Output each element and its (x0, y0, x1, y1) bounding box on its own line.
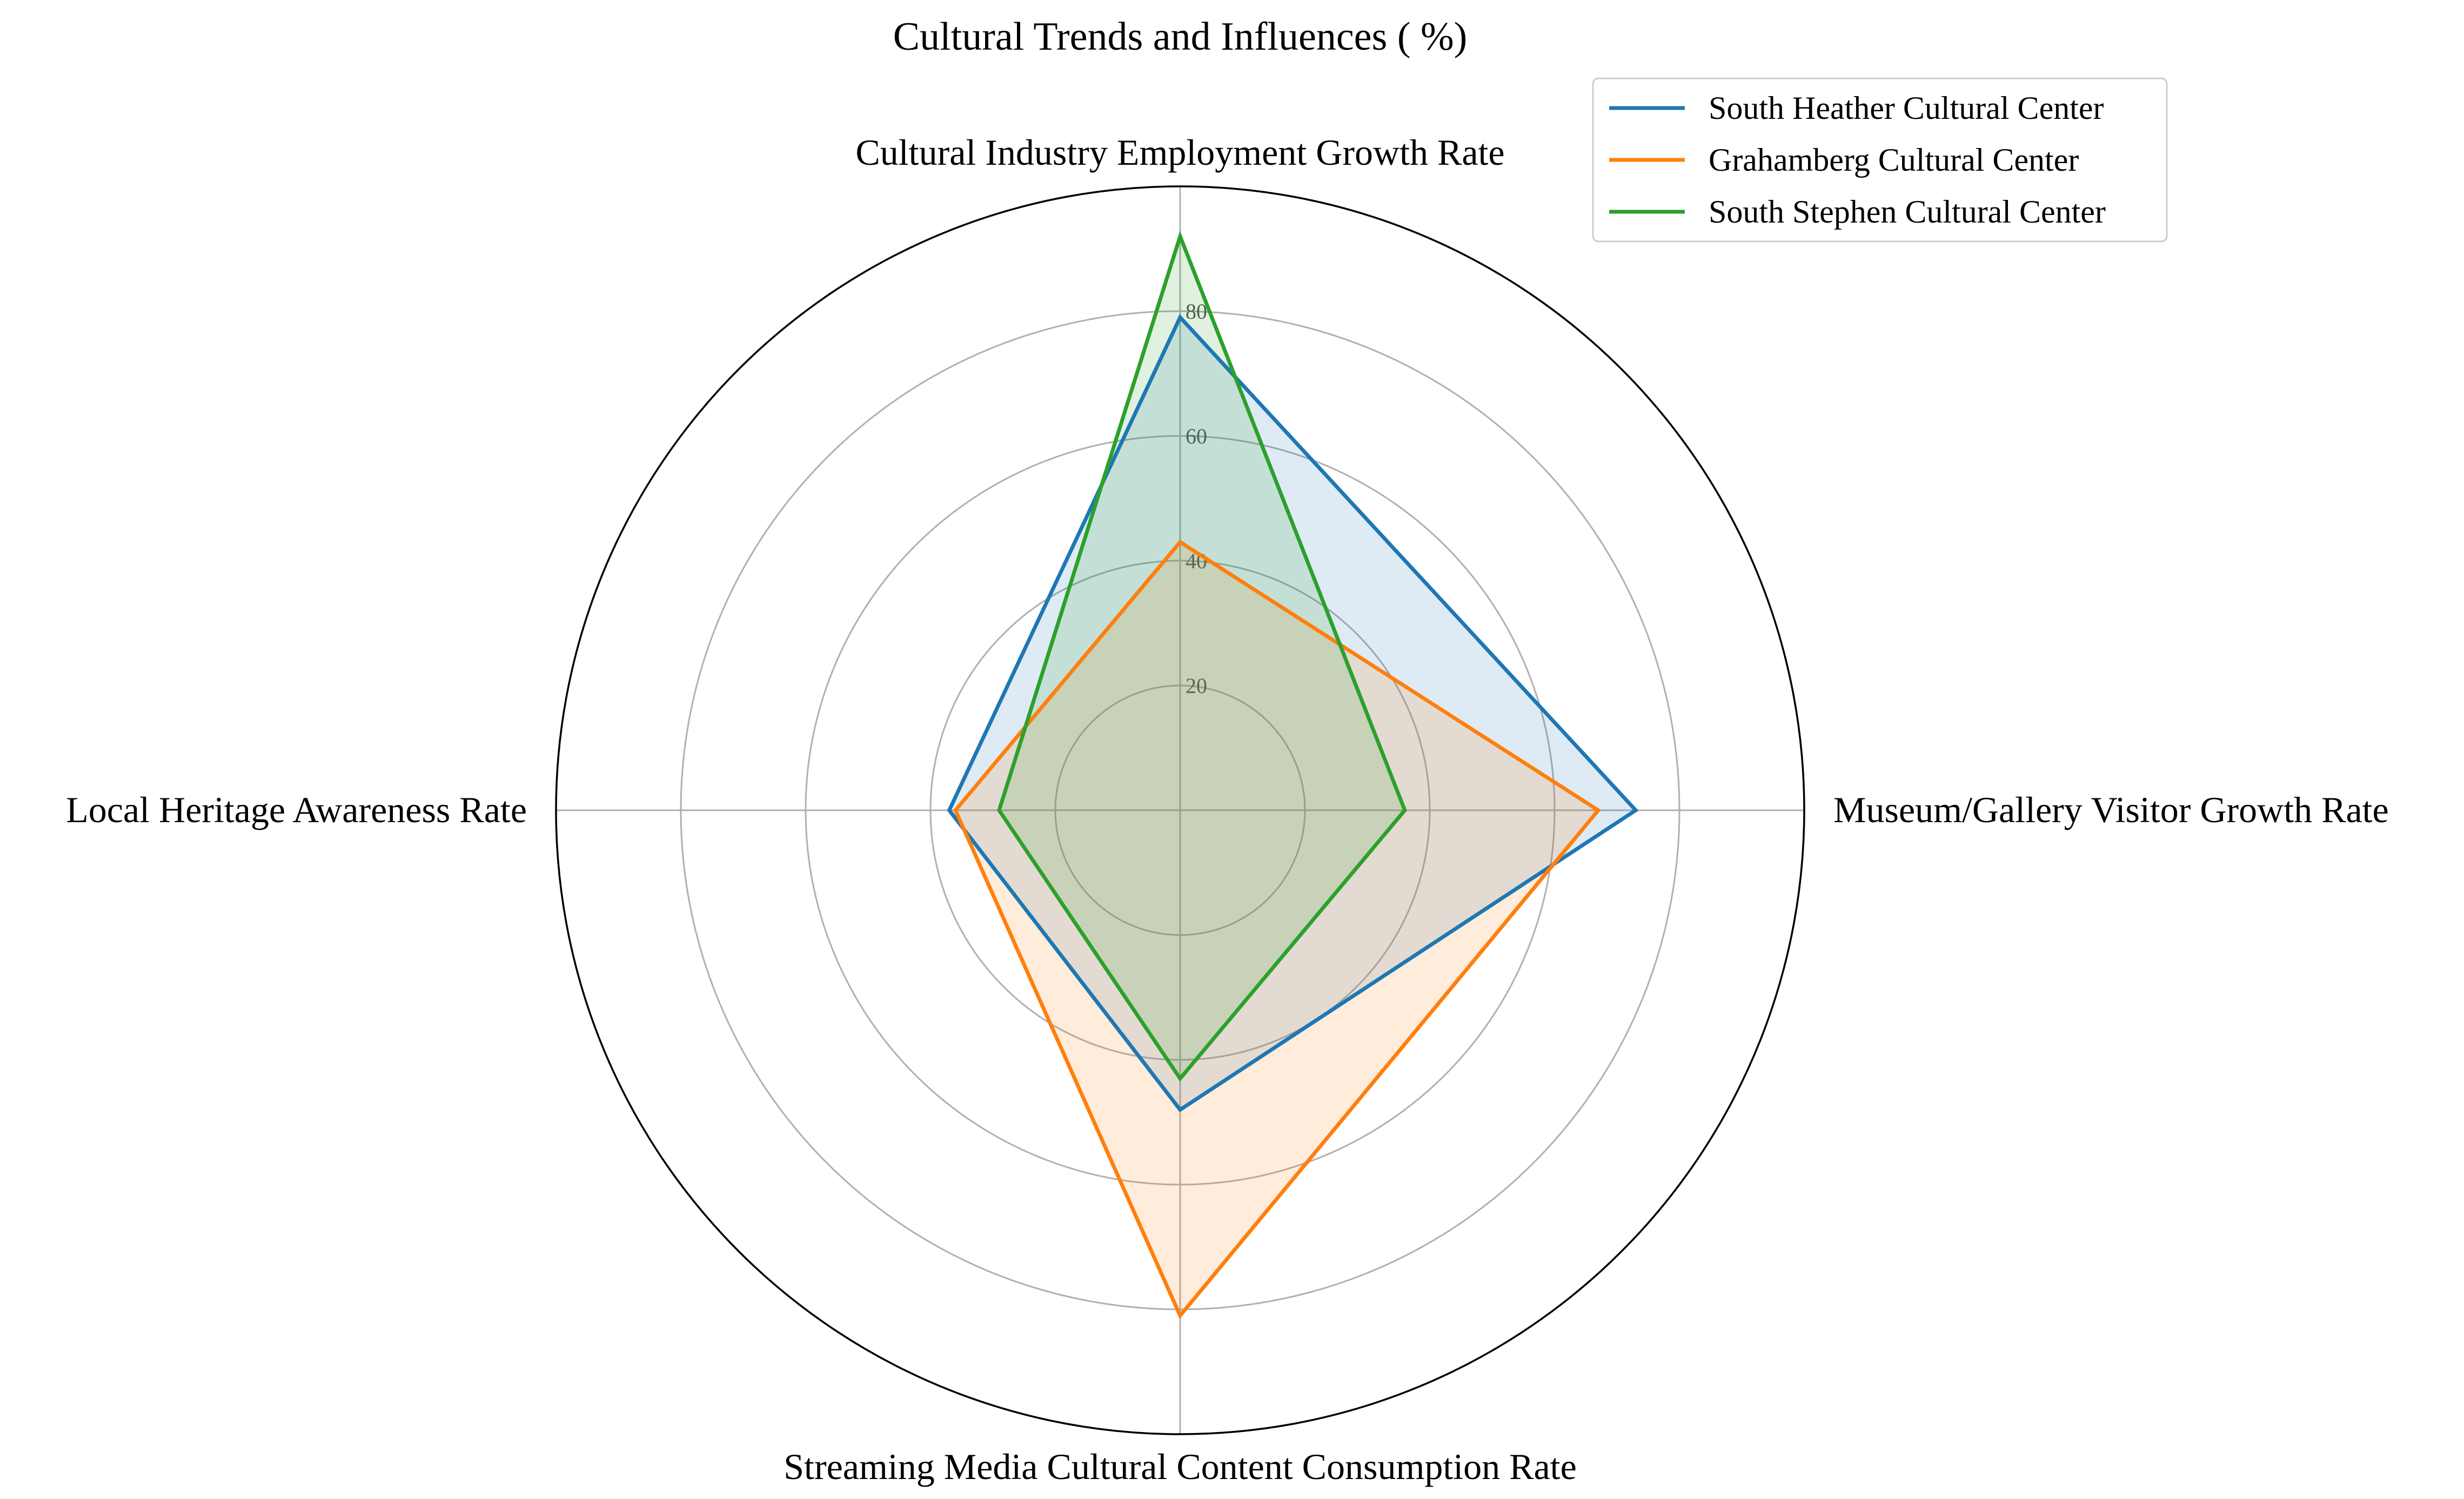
axis-label-heritage: Local Heritage Awareness Rate (66, 789, 527, 830)
legend-frame (1592, 77, 2168, 243)
axis-label-streaming: Streaming Media Cultural Content Consump… (784, 1446, 1577, 1487)
legend-item: Grahamberg Cultural Center (1609, 142, 2079, 178)
series-area (955, 542, 1598, 1316)
series-area (999, 236, 1405, 1079)
legend-item: South Stephen Cultural Center (1609, 194, 2106, 230)
legend-label-south-stephen: South Stephen Cultural Center (1709, 194, 2106, 230)
axis-label-employment: Cultural Industry Employment Growth Rate (855, 132, 1504, 173)
r-tick-label: 60 (1186, 424, 1207, 448)
series-area (949, 317, 1636, 1110)
outer-ring (555, 185, 1805, 1435)
axis-label-museum: Museum/Gallery Visitor Growth Rate (1833, 789, 2389, 830)
r-tick-label: 20 (1186, 674, 1207, 698)
series-line (947, 314, 1639, 1113)
series-line (953, 539, 1602, 1320)
legend-label-south-heather: South Heather Cultural Center (1709, 90, 2104, 126)
legend: South Heather Cultural Center Grahamberg… (1592, 77, 2168, 243)
legend-label-grahamberg: Grahamberg Cultural Center (1709, 142, 2079, 178)
series-layer (947, 230, 1639, 1320)
chart-title: Cultural Trends and Influences ( %) (893, 15, 1468, 59)
axis-labels: Cultural Industry Employment Growth Rate… (66, 132, 2389, 1487)
r-tick-label: 80 (1186, 299, 1207, 324)
series-line (997, 230, 1407, 1082)
legend-item: South Heather Cultural Center (1609, 90, 2104, 126)
